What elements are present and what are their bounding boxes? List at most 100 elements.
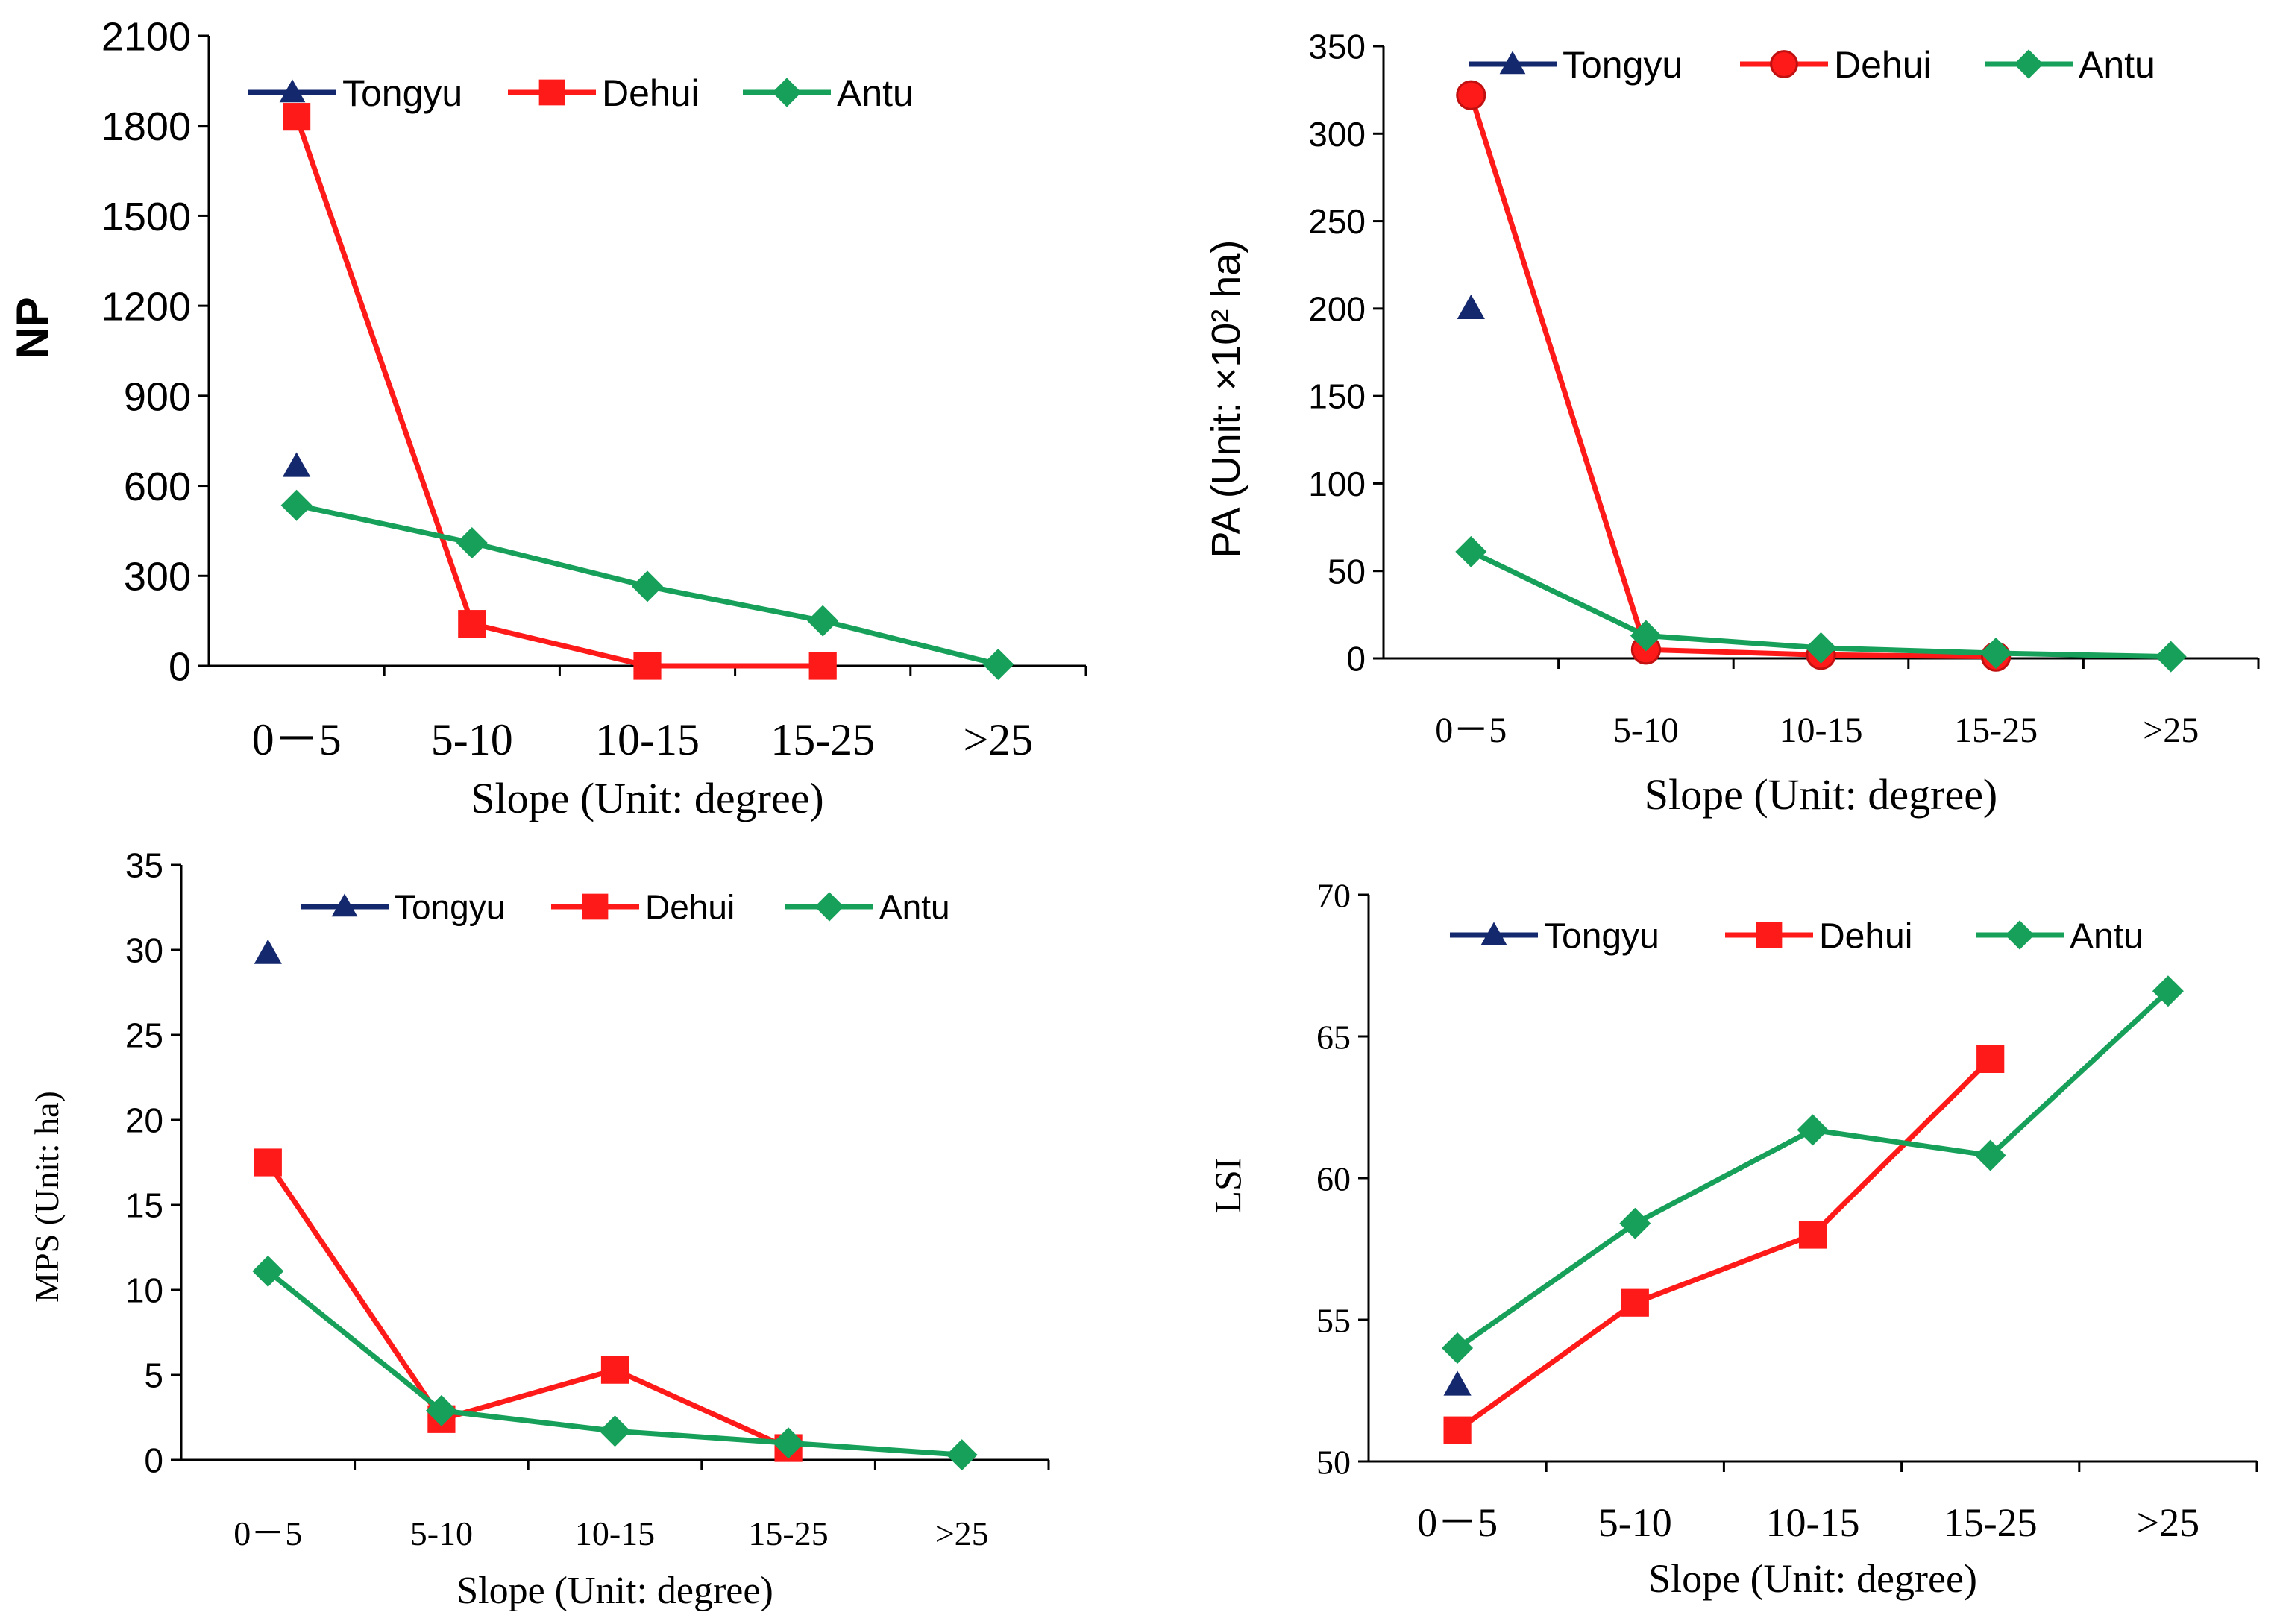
- series-antu: [252, 1255, 978, 1471]
- series-line-segment: [1643, 646, 1824, 658]
- data-point-antu: [280, 489, 313, 521]
- series-line-segment: [1632, 1127, 1815, 1227]
- y-tick-label: 60: [1316, 1160, 1351, 1198]
- data-point-tongyu: [1457, 294, 1485, 320]
- y-tick-label: 2100: [101, 14, 191, 59]
- series-line-segment: [820, 618, 1001, 667]
- y-tick-label: 10: [125, 1271, 163, 1310]
- legend-item-antu: Antu: [785, 888, 950, 927]
- legend-marker-dehui: [1770, 50, 1798, 78]
- series-antu: [1455, 535, 2187, 673]
- legend-item-antu: Antu: [743, 72, 914, 114]
- series-line-segment: [1818, 652, 1999, 660]
- series-line-segment: [439, 1408, 618, 1434]
- y-axis-title: NP: [7, 297, 57, 359]
- series-antu: [280, 489, 1014, 680]
- y-tick-label: 100: [1308, 465, 1366, 503]
- legend-label: Tongyu: [1563, 44, 1683, 86]
- data-point-dehui: [283, 103, 311, 131]
- legend-label: Antu: [879, 888, 950, 927]
- x-tick-label: 15-25: [1944, 1500, 2038, 1545]
- x-tick-label: 5-10: [1613, 711, 1679, 750]
- data-point-antu: [1455, 535, 1487, 567]
- legend-label: Tongyu: [1544, 916, 1659, 956]
- data-point-antu: [1630, 620, 1662, 652]
- series-line-segment: [1988, 988, 2171, 1159]
- y-tick-label: 0: [169, 644, 191, 689]
- legend-label: Tongyu: [342, 72, 462, 114]
- y-tick-label: 200: [1308, 289, 1366, 328]
- data-point-dehui: [254, 1148, 282, 1177]
- legend-item-dehui: Dehui: [508, 72, 700, 114]
- legend-label: Antu: [2070, 916, 2144, 956]
- legend-item-dehui: Dehui: [1725, 916, 1912, 956]
- legend-marker-tongyu: [1480, 922, 1507, 945]
- x-axis-title: Slope (Unit: degree): [1645, 770, 1998, 819]
- data-point-antu: [252, 1255, 284, 1287]
- data-point-tongyu: [1443, 1370, 1472, 1396]
- y-tick-label: 25: [125, 1016, 163, 1055]
- y-tick-label: 600: [124, 465, 191, 509]
- y-tick-label: 300: [124, 555, 191, 599]
- y-axis-title: PA (Unit: ×10² ha): [1204, 240, 1249, 558]
- legend-item-antu: Antu: [1976, 916, 2144, 956]
- legend-item-antu: Antu: [1985, 44, 2155, 86]
- legend-marker-tongyu: [279, 79, 306, 103]
- data-point-dehui: [1621, 1288, 1649, 1317]
- legend-marker-dehui: [582, 893, 609, 920]
- y-tick-label: 1800: [101, 104, 191, 149]
- x-axis-title: Slope (Unit: degree): [456, 1570, 773, 1612]
- y-axis-title: MPS (Unit: ha): [28, 1091, 66, 1303]
- series-tongyu: [1443, 1370, 1472, 1396]
- data-point-dehui: [600, 1356, 629, 1384]
- series-line-segment: [469, 621, 650, 669]
- legend-item-dehui: Dehui: [551, 888, 735, 927]
- series-antu: [1442, 975, 2184, 1364]
- data-point-antu: [807, 605, 839, 637]
- data-point-dehui: [808, 652, 837, 680]
- data-point-antu: [632, 570, 663, 602]
- legend-item-dehui: Dehui: [1740, 44, 1932, 86]
- x-tick-label: 15-25: [1954, 711, 2038, 750]
- series-line-segment: [294, 114, 475, 627]
- series-tongyu: [283, 452, 311, 477]
- series-line-segment: [1818, 645, 1999, 656]
- x-tick-label: 5-10: [431, 715, 513, 764]
- y-axis-title: LSI: [1207, 1158, 1249, 1214]
- y-tick-label: 250: [1308, 202, 1366, 241]
- x-tick-label: >25: [2137, 1500, 2199, 1545]
- series-dehui: [1443, 1045, 2005, 1444]
- series-line-segment: [644, 583, 826, 624]
- series-line-segment: [1454, 1221, 1638, 1351]
- y-tick-label: 150: [1308, 377, 1366, 416]
- data-point-antu: [2152, 975, 2184, 1007]
- series-line-segment: [1993, 650, 2174, 660]
- legend-item-tongyu: Tongyu: [301, 888, 505, 927]
- data-point-antu: [1980, 637, 2012, 669]
- y-tick-label: 900: [124, 374, 191, 419]
- x-tick-label: >25: [2143, 711, 2199, 750]
- y-tick-label: 35: [125, 846, 163, 885]
- chart-np: 0 300 600 900 1200 1500 1800 2100 0－5 5-10 10-15 15…: [7, 14, 1087, 822]
- series-line-segment: [469, 540, 650, 589]
- data-point-dehui: [1798, 1221, 1827, 1249]
- legend-marker-antu: [2005, 920, 2035, 950]
- series-line-segment: [1454, 1300, 1638, 1433]
- data-point-antu: [599, 1415, 631, 1447]
- legend-label: Dehui: [645, 888, 735, 927]
- x-axis-title: Slope (Unit: degree): [1648, 1556, 1977, 1601]
- y-tick-label: 350: [1308, 28, 1366, 66]
- y-tick-label: 70: [1316, 877, 1351, 915]
- data-point-antu: [1797, 1114, 1829, 1146]
- y-tick-label: 300: [1308, 115, 1366, 154]
- data-point-dehui: [633, 652, 662, 680]
- chart-mps: 0 5 10 15 20 25 30 35 0－5 5-10 10-15 15-25 >25 Slope …: [28, 846, 1050, 1612]
- legend-label: Tongyu: [395, 888, 505, 927]
- series-line-segment: [265, 1159, 445, 1422]
- y-tick-label: 55: [1316, 1302, 1351, 1340]
- legend-item-tongyu: Tongyu: [248, 72, 462, 114]
- x-tick-label: 5-10: [1598, 1500, 1672, 1545]
- series-line-segment: [439, 1367, 618, 1422]
- y-tick-label: 0: [144, 1441, 163, 1480]
